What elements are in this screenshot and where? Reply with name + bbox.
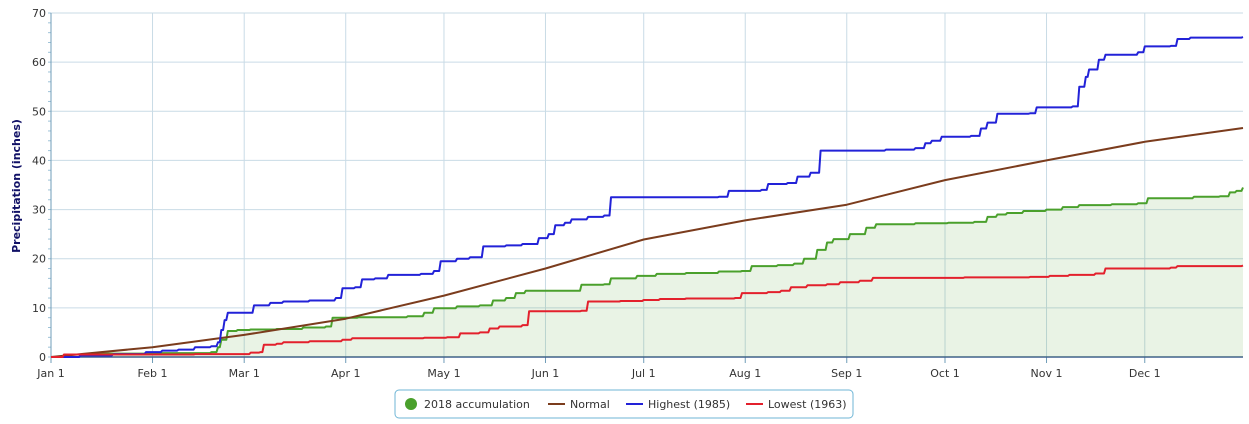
series-line-2018-accumulation[interactable] xyxy=(51,187,1244,358)
legend-item-highest[interactable]: Highest (1985) xyxy=(626,398,730,411)
legend-item-2018-accumulation[interactable]: 2018 accumulation xyxy=(405,398,530,411)
x-tick-label: Nov 1 xyxy=(1031,367,1063,380)
x-tick-label: Jul 1 xyxy=(631,367,656,380)
y-tick-label: 70 xyxy=(32,7,46,20)
legend: 2018 accumulation Normal Highest (1985) … xyxy=(394,389,854,419)
series-area-2018-accumulation xyxy=(51,187,1243,357)
x-tick-label: Jan 1 xyxy=(36,367,64,380)
y-tick-label: 60 xyxy=(32,56,46,69)
y-axis-title: Precipitation (inches) xyxy=(10,119,23,253)
y-tick-label: 30 xyxy=(32,204,46,217)
legend-label-2018-accumulation: 2018 accumulation xyxy=(424,398,530,411)
x-tick-label: Jun 1 xyxy=(531,367,560,380)
series-line-highest-1985[interactable] xyxy=(51,36,1244,358)
y-tick-label: 0 xyxy=(39,351,46,364)
x-tick-label: Apr 1 xyxy=(331,367,361,380)
y-tick-label: 40 xyxy=(32,154,46,167)
x-tick-label: Oct 1 xyxy=(930,367,960,380)
x-tick-label: Aug 1 xyxy=(729,367,761,380)
legend-item-lowest[interactable]: Lowest (1963) xyxy=(746,398,847,411)
series-layer xyxy=(50,36,1244,358)
legend-label-normal: Normal xyxy=(570,398,610,411)
legend-item-normal[interactable]: Normal xyxy=(548,398,610,411)
axes: 0 10 20 30 40 50 60 70 Jan 1 Feb 1 Mar 1 Apr 1 May 1… xyxy=(32,7,1243,380)
x-tick-label: Mar 1 xyxy=(229,367,260,380)
x-tick-label: May 1 xyxy=(427,367,460,380)
legend-label-highest: Highest (1985) xyxy=(648,398,730,411)
x-tick-label: Feb 1 xyxy=(138,367,168,380)
x-tick-label: Dec 1 xyxy=(1129,367,1161,380)
series-line-normal[interactable] xyxy=(50,127,1244,358)
grid-lines xyxy=(50,12,1243,358)
y-tick-label: 20 xyxy=(32,253,46,266)
legend-marker-2018-accumulation xyxy=(405,398,417,410)
legend-box xyxy=(394,389,854,419)
y-tick-label: 10 xyxy=(32,302,46,315)
series-line-lowest-1963[interactable] xyxy=(51,264,1244,358)
legend-label-lowest: Lowest (1963) xyxy=(768,398,847,411)
y-tick-label: 50 xyxy=(32,105,46,118)
x-tick-label: Sep 1 xyxy=(831,367,862,380)
